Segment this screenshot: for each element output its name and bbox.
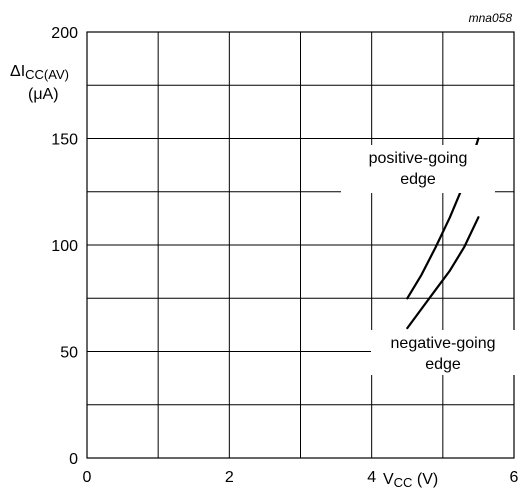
series-layer: positive-going edge negative-going edge [341, 137, 515, 375]
figure-id: mna058 [469, 11, 513, 25]
x-tick-label: 0 [83, 469, 92, 486]
y-tick-label: 200 [51, 25, 78, 42]
x-tick-label: 2 [225, 469, 234, 486]
plot-frame [86, 31, 515, 459]
x-axis-label-subscript: CC [394, 475, 413, 490]
y-tick-label: 0 [69, 451, 78, 468]
series-label-background [371, 330, 515, 375]
y-axis-label-subscript: CC(AV) [25, 67, 69, 82]
y-axis-label-main: ΔICC(AV) [10, 63, 69, 82]
x-axis-label-symbol: V [383, 471, 394, 488]
y-axis-label-unit: (μA) [28, 86, 59, 103]
tick-labels: 0 50 100 150 200 0 2 4 6 [51, 25, 518, 486]
series-negative-going: negative-going edge [371, 216, 515, 375]
y-axis-label-symbol: ΔI [10, 63, 25, 80]
x-tick-label: 6 [510, 469, 519, 486]
series-label-background [341, 145, 495, 193]
grid [87, 32, 514, 458]
series-positive-going: positive-going edge [341, 137, 495, 300]
y-tick-label: 50 [60, 345, 78, 362]
series-label: edge [400, 171, 436, 188]
y-tick-label: 100 [51, 238, 78, 255]
series-label: edge [425, 356, 461, 373]
y-axis-label: ΔICC(AV) (μA) [10, 63, 69, 103]
series-line [406, 216, 480, 330]
x-axis-label-background [381, 466, 479, 488]
series-label: positive-going [369, 150, 468, 167]
y-tick-label: 150 [51, 132, 78, 149]
x-tick-label: 4 [367, 469, 376, 486]
x-axis-label-unit: (V) [412, 471, 438, 488]
series-label: negative-going [391, 335, 496, 352]
x-axis-label: VCC (V) [383, 471, 438, 490]
